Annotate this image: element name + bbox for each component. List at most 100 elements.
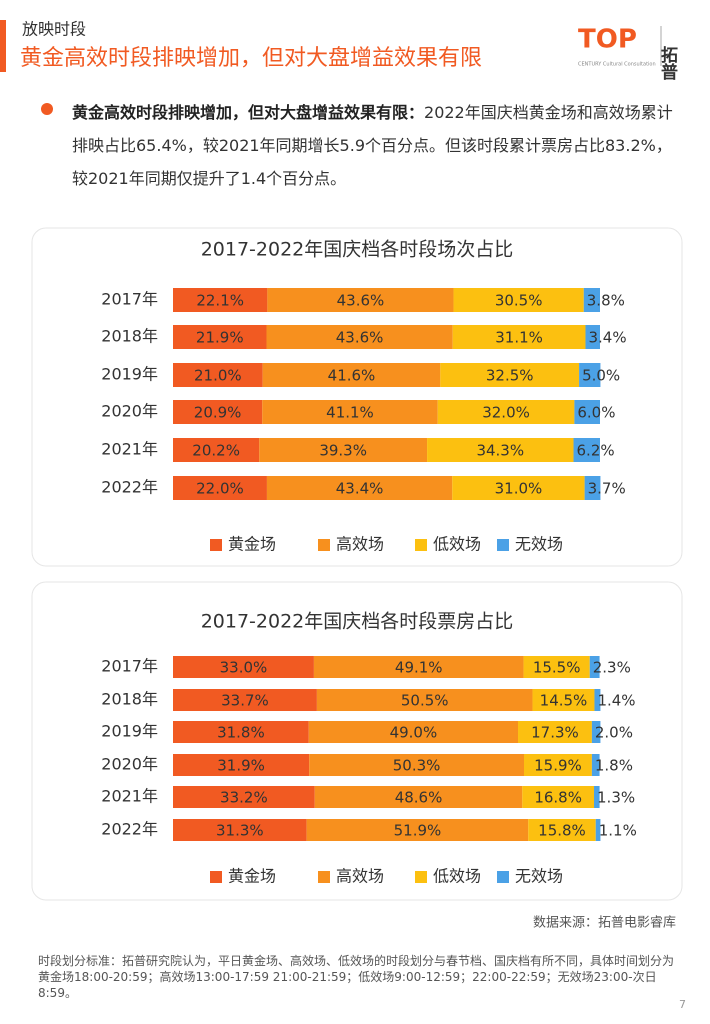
- legend-label: 无效场: [515, 535, 563, 554]
- data-label: 15.5%: [533, 659, 581, 677]
- logo-mark: TOP: [578, 25, 637, 55]
- data-label: 31.0%: [495, 480, 543, 498]
- data-label: 31.9%: [217, 757, 265, 775]
- legend-label: 无效场: [515, 867, 563, 886]
- bar-segment: [532, 689, 595, 711]
- bar-segment: [589, 656, 600, 678]
- y-tick-label: 2018年: [101, 690, 158, 709]
- legend-swatch: [497, 871, 509, 883]
- legend-swatch: [415, 539, 427, 551]
- data-label: 1.8%: [595, 757, 633, 775]
- data-label: 33.0%: [220, 659, 268, 677]
- y-tick-label: 2019年: [101, 365, 158, 384]
- logo-name: 拓普: [657, 46, 678, 81]
- bar-segment: [518, 721, 592, 743]
- data-label: 49.1%: [395, 659, 443, 677]
- legend-swatch: [318, 539, 330, 551]
- data-label: 31.1%: [495, 329, 543, 347]
- bar-segment: [173, 786, 315, 808]
- data-label: 5.0%: [582, 367, 620, 385]
- chart-title: 2017-2022年国庆档各时段票房占比: [201, 611, 514, 633]
- bar-segment: [573, 438, 600, 462]
- y-tick-label: 2020年: [101, 402, 158, 421]
- bar-segment: [528, 819, 596, 841]
- bar-segment: [427, 438, 574, 462]
- bullet-body: 2022年国庆档黄金场和高效场累计排映占比65.4%，较2021年同期增长5.9…: [72, 103, 673, 188]
- data-label: 50.5%: [401, 692, 449, 710]
- bar-segment: [173, 400, 263, 424]
- data-label: 41.6%: [328, 367, 376, 385]
- legend-label: 高效场: [336, 867, 384, 886]
- data-label: 31.8%: [217, 724, 265, 742]
- y-tick-label: 2021年: [101, 787, 158, 806]
- bullet-lead: 黄金高效时段排映增加，但对大盘增益效果有限：: [72, 103, 425, 122]
- y-tick-label: 2017年: [101, 290, 158, 309]
- legend-swatch: [497, 539, 509, 551]
- data-label: 3.8%: [587, 292, 625, 310]
- bar-segment: [308, 721, 519, 743]
- data-label: 49.0%: [390, 724, 438, 742]
- y-tick-label: 2019年: [101, 722, 158, 741]
- bar-segment: [173, 656, 314, 678]
- bar-segment: [452, 476, 585, 500]
- data-label: 21.9%: [196, 329, 244, 347]
- data-label: 50.3%: [393, 757, 441, 775]
- bar-segment: [173, 363, 263, 387]
- bar-segment: [453, 288, 584, 312]
- data-label: 6.2%: [577, 442, 615, 460]
- data-label: 1.1%: [599, 822, 637, 840]
- data-label: 6.0%: [577, 404, 615, 422]
- bar-segment: [523, 754, 592, 776]
- bar-segment: [173, 476, 267, 500]
- bar-segment: [173, 438, 260, 462]
- bar-segment: [523, 656, 590, 678]
- legend-swatch: [415, 871, 427, 883]
- bar-segment: [259, 438, 428, 462]
- y-tick-label: 2022年: [101, 820, 158, 839]
- data-label: 41.1%: [326, 404, 374, 422]
- bar-segment: [262, 400, 438, 424]
- legend-swatch: [210, 871, 222, 883]
- bullet-dot: [41, 103, 53, 115]
- legend-label: 高效场: [336, 535, 384, 554]
- data-label: 2.3%: [593, 659, 631, 677]
- bar-segment: [266, 476, 453, 500]
- data-label: 22.1%: [196, 292, 244, 310]
- bullet-text: 黄金高效时段排映增加，但对大盘增益效果有限：2022年国庆档黄金场和高效场累计排…: [72, 96, 684, 195]
- legend-label: 黄金场: [228, 867, 276, 886]
- bar-segment: [316, 689, 533, 711]
- data-label: 31.3%: [216, 822, 264, 840]
- legend-swatch: [318, 871, 330, 883]
- y-tick-label: 2021年: [101, 440, 158, 459]
- data-label: 1.3%: [597, 789, 635, 807]
- bar-segment: [595, 819, 601, 841]
- data-label: 20.2%: [192, 442, 240, 460]
- bar-segment: [173, 288, 268, 312]
- bar-segment: [173, 325, 267, 349]
- data-label: 21.0%: [194, 367, 242, 385]
- bar-segment: [585, 325, 600, 349]
- bar-segment: [583, 288, 600, 312]
- bar-segment: [594, 786, 600, 808]
- data-label: 3.4%: [588, 329, 626, 347]
- source: 数据来源：拓普电影睿库: [533, 915, 676, 931]
- data-label: 39.3%: [319, 442, 367, 460]
- legend-swatch: [210, 539, 222, 551]
- bar-segment: [314, 786, 523, 808]
- data-label: 32.5%: [486, 367, 534, 385]
- data-label: 30.5%: [495, 292, 543, 310]
- y-tick-label: 2017年: [101, 657, 158, 676]
- bar-segment: [262, 363, 441, 387]
- page-number: 7: [679, 998, 686, 1011]
- data-label: 14.5%: [540, 692, 588, 710]
- bar-segment: [440, 363, 580, 387]
- bar-segment: [437, 400, 575, 424]
- data-label: 43.6%: [337, 292, 385, 310]
- data-label: 17.3%: [531, 724, 579, 742]
- bar-segment: [584, 476, 601, 500]
- bar-segment: [306, 819, 529, 841]
- bar-segment: [579, 363, 601, 387]
- logo-tagline: CENTURY Cultural Consultation: [578, 62, 656, 68]
- bar-segment: [313, 656, 524, 678]
